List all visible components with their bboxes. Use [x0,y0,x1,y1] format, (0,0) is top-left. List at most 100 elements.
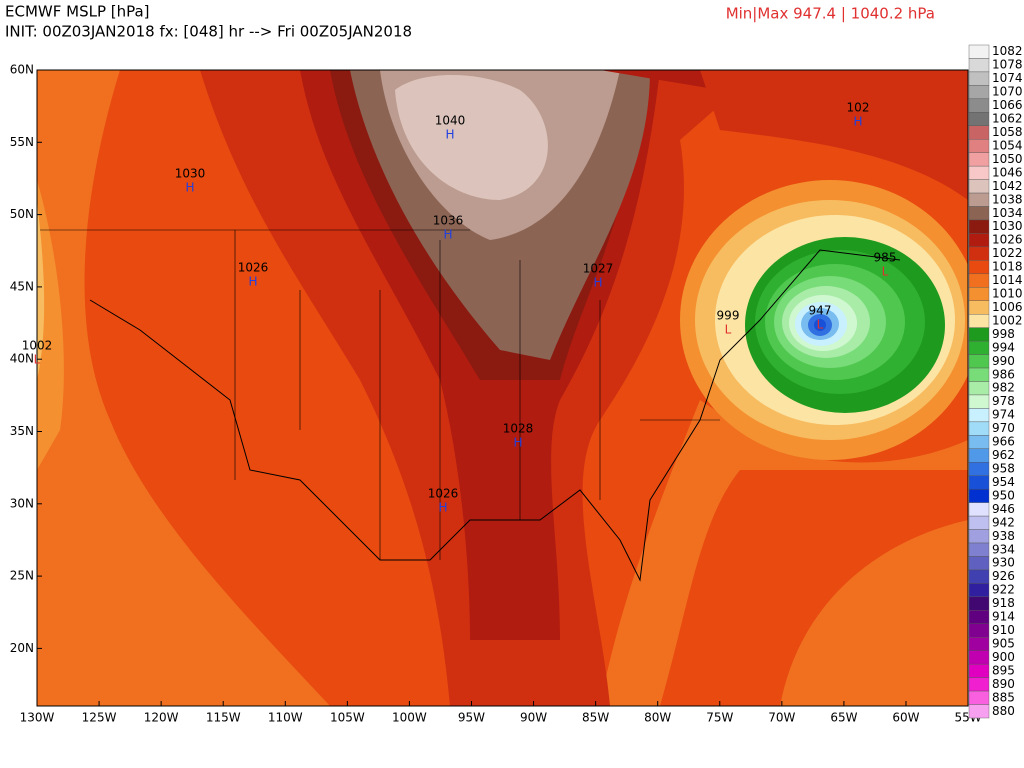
colorbar-swatch [968,219,990,234]
colorbar-label: 958 [992,461,1015,475]
colorbar-swatch [968,610,990,624]
colorbar-swatch [968,704,990,719]
center-symbol: H [248,275,257,289]
colorbar-swatch [968,583,990,598]
lon-label: 110W [268,711,303,725]
colorbar-swatch [968,273,990,288]
colorbar-swatch [968,44,990,59]
colorbar-label: 998 [992,327,1015,341]
colorbar-label: 1038 [992,192,1023,206]
colorbar-swatch [968,367,990,382]
colorbar-swatch [968,125,990,140]
init-time: INIT: 00Z03JAN2018 fx: [048] hr --> Fri … [5,23,412,41]
colorbar-label: 938 [992,529,1015,543]
center-symbol: H [593,276,602,290]
center-symbol: H [185,181,194,195]
colorbar-label: 1042 [992,179,1023,193]
colorbar-label: 1062 [992,112,1023,126]
colorbar-label: 1070 [992,85,1023,99]
lon-label: 75W [706,711,733,725]
colorbar-label: 1082 [992,44,1023,58]
colorbar-swatch [968,327,990,342]
lat-label: 40N [10,352,34,366]
title: ECMWF MSLP [hPa] [5,3,150,21]
colorbar-label: 922 [992,583,1015,597]
center-value: 947 [809,304,832,318]
colorbar-swatch [968,623,990,638]
colorbar-swatch [968,462,990,476]
center-value: 1036 [433,214,464,228]
center-value: 999 [717,309,740,323]
colorbar-label: 1058 [992,125,1023,139]
colorbar-swatch [968,569,990,584]
colorbar-label: 974 [992,408,1015,422]
colorbar-label: 990 [992,354,1015,368]
colorbar-swatch [968,112,990,126]
colorbar-swatch [968,206,990,221]
colorbar-label: 1022 [992,246,1023,260]
center-symbol: L [725,323,732,337]
colorbar-label: 1046 [992,165,1023,179]
colorbar-swatch [968,408,990,423]
colorbar-label: 970 [992,421,1015,435]
center-symbol: H [443,228,452,242]
colorbar-swatch [968,515,990,530]
colorbar-swatch [968,71,990,86]
colorbar-swatch [968,475,990,490]
colorbar-swatch [968,152,990,167]
lon-label: 115W [206,711,241,725]
map-frame [36,69,969,707]
colorbar-swatch [968,192,990,207]
center-value: 1030 [175,167,206,181]
pressure-field [37,70,968,706]
center-value: 1040 [435,114,466,128]
colorbar-label: 946 [992,502,1015,516]
colorbar-swatch [968,165,990,180]
colorbar-label: 978 [992,394,1015,408]
colorbar-label: 905 [992,636,1015,650]
colorbar-label: 1078 [992,58,1023,72]
colorbar-swatch [968,529,990,544]
colorbar-swatch [968,246,990,261]
colorbar-label: 1026 [992,233,1023,247]
lon-label: 85W [582,711,609,725]
center-symbol: L [817,318,824,332]
colorbar-swatch [968,677,990,692]
lon-label: 95W [458,711,485,725]
colorbar-label: 918 [992,596,1015,610]
center-value: 102 [847,101,870,115]
colorbar-swatch [968,381,990,396]
lon-label: 65W [830,711,857,725]
lat-label: 35N [10,424,34,438]
colorbar-label: 1006 [992,300,1023,314]
colorbar-label: 930 [992,556,1015,570]
colorbar-swatch [968,233,990,248]
colorbar-label: 890 [992,677,1015,691]
colorbar-label: 1002 [992,313,1023,327]
colorbar-swatch [968,663,990,678]
colorbar-swatch [968,179,990,194]
colorbar-swatch [968,502,990,517]
center-value: 1026 [238,261,269,275]
colorbar-swatch [968,421,990,436]
colorbar-label: 934 [992,542,1015,556]
colorbar-label: 1018 [992,260,1023,274]
center-value: 1026 [428,487,459,501]
lat-label: 45N [10,279,34,293]
center-symbol: H [438,501,447,515]
center-symbol: H [513,436,522,450]
colorbar-label: 1010 [992,287,1023,301]
colorbar-swatch [968,287,990,301]
center-symbol: L [34,353,41,367]
colorbar-label: 1030 [992,219,1023,233]
lat-label: 60N [10,63,34,77]
colorbar-swatch [968,637,990,651]
colorbar-swatch [968,556,990,571]
colorbar-label: 942 [992,515,1015,529]
lon-label: 90W [520,711,547,725]
center-value: 1028 [503,422,534,436]
colorbar-label: 910 [992,623,1015,637]
colorbar-label: 1066 [992,98,1023,112]
